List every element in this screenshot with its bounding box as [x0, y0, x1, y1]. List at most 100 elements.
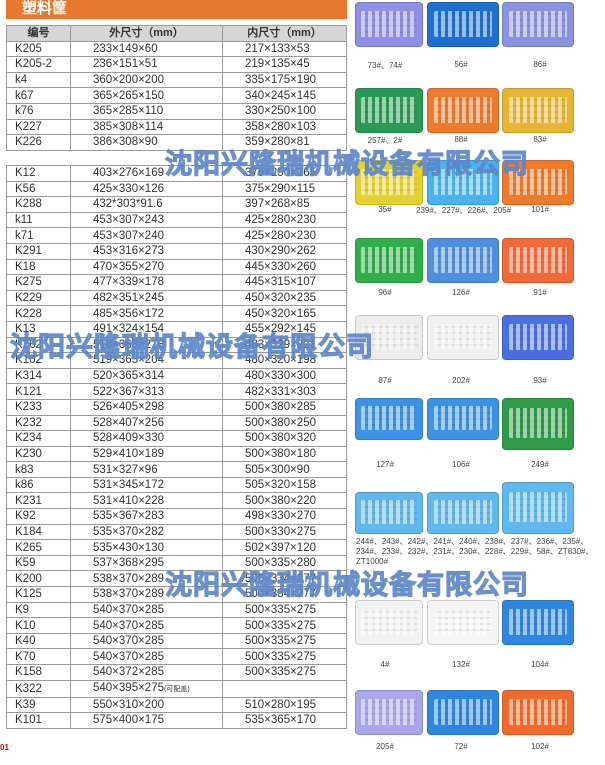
- table-row: K121 522×367×313 482×331×303: [6, 383, 347, 400]
- cell-text: 470×355×270: [93, 260, 164, 273]
- header-outer: 外尺寸（mm）: [70, 25, 223, 42]
- cell-outer-size: 477×339×178: [70, 274, 223, 291]
- cell-text: k71: [15, 229, 34, 242]
- table-row: K9 540×370×285 500×335×275: [6, 601, 347, 619]
- crate-image: [355, 315, 423, 360]
- cell-text: K233: [15, 401, 42, 414]
- cell-code: K291: [6, 242, 71, 260]
- table-row: K265 535×430×130 502×397×120: [6, 539, 347, 556]
- cell-text: K121: [15, 385, 42, 398]
- cell-text: K322: [15, 682, 42, 695]
- table-row: K70 540×370×285 500×335×275: [6, 648, 347, 665]
- cell-inner-size: 500×380×250: [222, 414, 347, 432]
- cell-outer-size: 535×430×130: [70, 539, 223, 556]
- cell-inner-size: 500×334×277: [222, 570, 347, 588]
- cell-inner-size: 450×320×235: [222, 289, 347, 307]
- table-row: K40 540×370×285 500×335×275: [6, 632, 347, 650]
- cell-text: K265: [15, 541, 42, 554]
- cell-code: K102: [6, 352, 71, 369]
- table-row: K314 520×365×314 480×330×300: [6, 367, 347, 385]
- cell-text: 236×151×51: [93, 58, 158, 71]
- table-row: K229 482×351×245 450×320×235: [6, 289, 347, 307]
- cell-outer-size: 531×410×228: [70, 492, 223, 510]
- cell-text: 500×330×275: [245, 525, 316, 538]
- crate-caption: 93#: [533, 376, 547, 385]
- crate-image: [502, 482, 574, 534]
- cell-inner-size: 335×175×190: [222, 71, 347, 89]
- cell-outer-size: 360×200×200: [70, 71, 223, 89]
- section-title: 塑料筐: [6, 0, 347, 19]
- cell-code: K59: [6, 554, 71, 572]
- cell-outer-size: 425×330×126: [70, 180, 223, 198]
- cell-text: K262: [15, 338, 42, 351]
- cell-code: K70: [6, 648, 71, 665]
- cell-text: 500×334×277: [245, 588, 316, 601]
- cell-text: K92: [15, 510, 36, 523]
- cell-outer-size: 453×316×273: [70, 242, 223, 260]
- cell-outer-size: 519×365×204: [70, 352, 223, 369]
- cell-text: 526×405×298: [93, 401, 164, 414]
- cell-text: 505×320×158: [245, 479, 316, 492]
- table-row: K59 537×368×295 500×335×280: [6, 554, 347, 572]
- cell-text: 330×250×100: [245, 105, 316, 118]
- header-inner: 内尺寸（mm）: [222, 25, 347, 42]
- crate-caption: 257#、2#: [367, 136, 403, 145]
- cell-code: K227: [6, 118, 71, 136]
- table-row: K322 540×395×275(可配盖): [6, 679, 347, 698]
- crate-image: [427, 238, 499, 283]
- crate-caption: 132#: [452, 660, 470, 669]
- cell-code: K231: [6, 492, 71, 510]
- cell-code: K184: [6, 523, 71, 541]
- page-mark: 01: [0, 743, 9, 752]
- cell-text: k4: [15, 74, 28, 87]
- cell-text: 502×397×120: [245, 541, 316, 554]
- cell-outer-size: 403×276×169: [70, 165, 223, 182]
- cell-text: K234: [15, 432, 42, 445]
- cell-text: 425×280×230: [245, 214, 316, 227]
- crate-caption: 249#: [531, 460, 549, 469]
- cell-text: 500×380×285: [245, 401, 316, 414]
- cell-text: 340×245×145: [245, 89, 316, 102]
- crate-caption: 96#: [378, 288, 392, 297]
- table-row: K227 385×308×114 358×280×103: [6, 118, 347, 136]
- cell-text: K291: [15, 245, 42, 258]
- cell-outer-size: 528×409×330: [70, 430, 223, 447]
- cell-text: 445×330×260: [245, 260, 316, 273]
- cell-text: k83: [15, 463, 34, 476]
- cell-code: k86: [6, 476, 71, 494]
- cell-text: 425×280×230: [245, 229, 316, 242]
- cell-text: 453×307×243: [93, 214, 164, 227]
- cell-text: K227: [15, 120, 42, 133]
- table-row: K226 386×308×90 359×280×81: [6, 134, 347, 151]
- cell-text: 375×250×165: [245, 167, 316, 180]
- cell-inner-size: 480×330×300: [222, 367, 347, 385]
- cell-code: K233: [6, 398, 71, 416]
- table-row: K232 528×407×256 500×380×250: [6, 414, 347, 432]
- table-row: K10 540×370×285 500×335×275: [6, 617, 347, 634]
- cell-code: K229: [6, 289, 71, 307]
- table-row: k67 365×265×150 340×245×145: [6, 87, 347, 104]
- watermark: 沈阳兴隆瑞机械设备有限公司: [164, 569, 529, 600]
- cell-outer-size: 535×367×283: [70, 508, 223, 525]
- cell-inner-size: 502×397×120: [222, 539, 347, 556]
- crate-image: [502, 2, 574, 47]
- cell-inner-size: 510×280×195: [222, 696, 347, 714]
- cell-text: K70: [15, 650, 36, 663]
- crate-image: [355, 690, 423, 735]
- cell-text: 537×368×295: [93, 557, 164, 570]
- cell-outer-size: 540×370×285: [70, 632, 223, 650]
- cell-code: K228: [6, 305, 71, 322]
- cell-text: 485×356×172: [93, 307, 164, 320]
- cell-inner-size: 505×320×158: [222, 476, 347, 494]
- crate-caption: 127#: [376, 460, 394, 469]
- cell-text: 540×395×275: [93, 681, 164, 694]
- cell-inner-size: 397×268×85: [222, 196, 347, 213]
- crate-image: [502, 398, 574, 450]
- crate-image: [355, 600, 423, 645]
- cell-text: K230: [15, 447, 42, 460]
- cell-code: K18: [6, 258, 71, 276]
- crate-caption: 106#: [452, 460, 470, 469]
- table-row: K288 432*303*91.6 397×268×85: [6, 196, 347, 213]
- cell-outer-size: 528×407×256: [70, 414, 223, 432]
- cell-text: 335×175×190: [245, 74, 316, 87]
